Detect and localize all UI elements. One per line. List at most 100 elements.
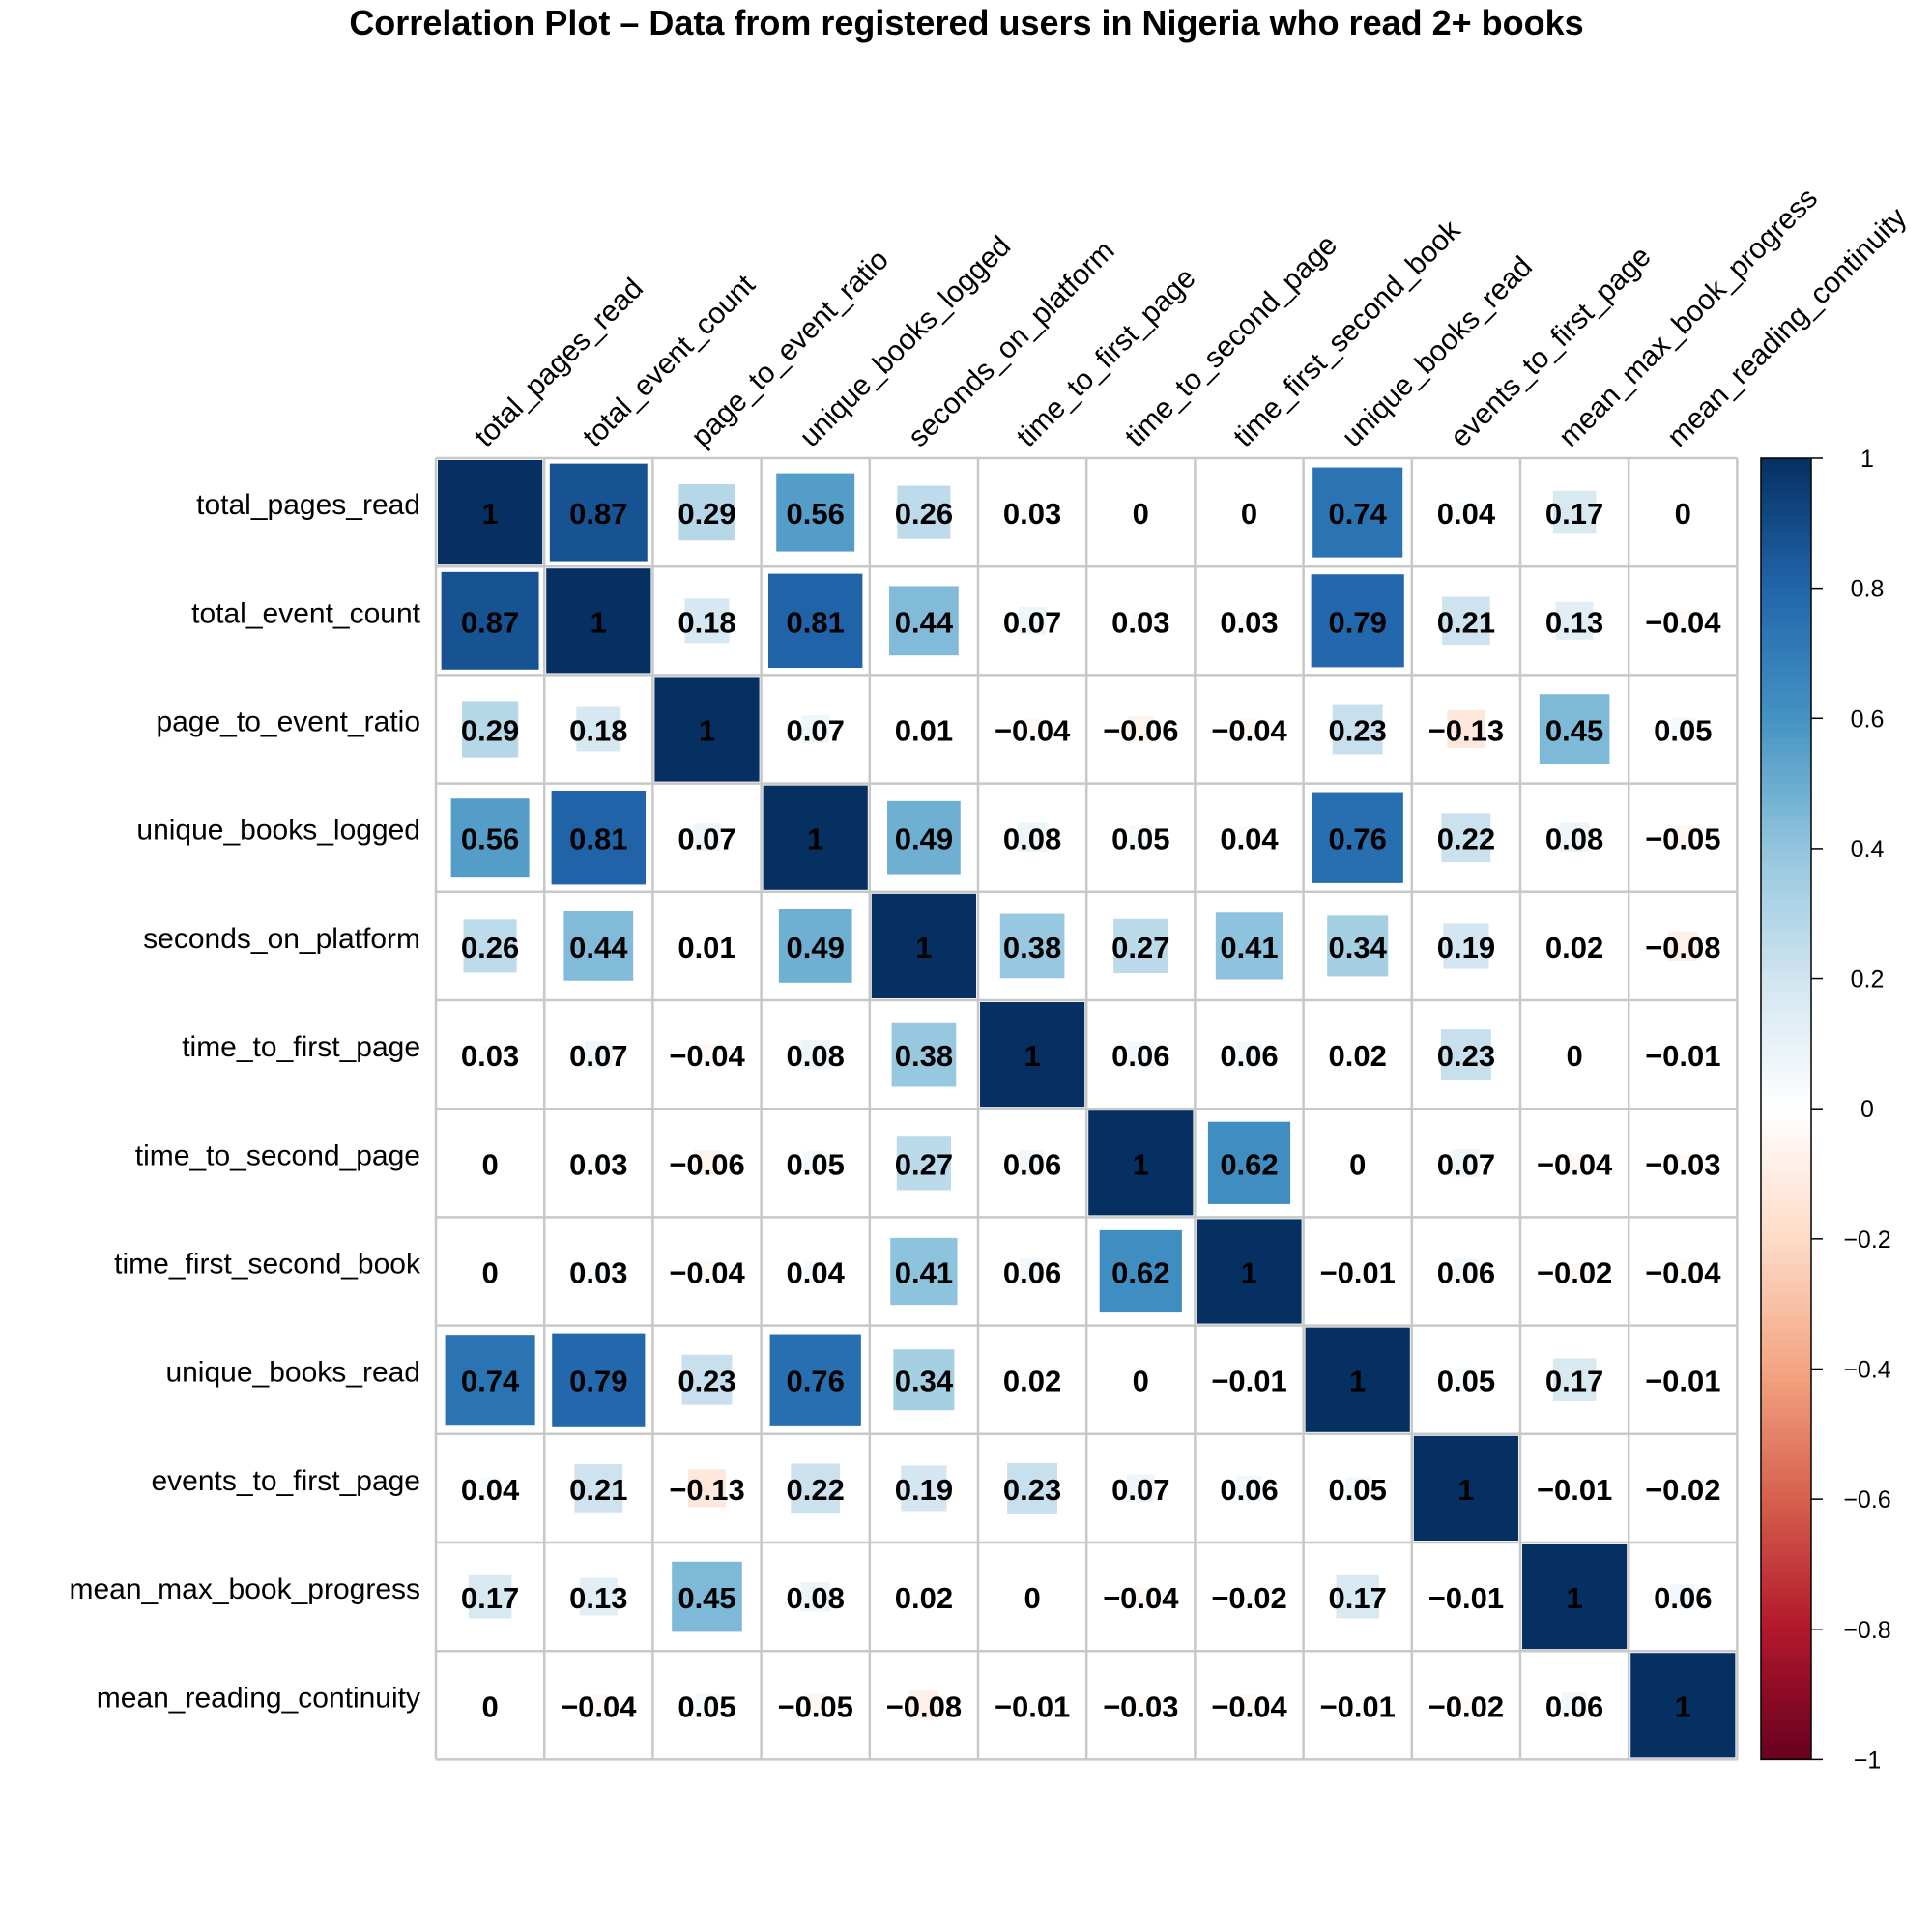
corr-square-total_pages_read-unique_books_read <box>1312 467 1403 558</box>
corr-square-unique_books_logged-mean_reading_continuity <box>1671 825 1695 850</box>
colorbar-segment <box>1761 516 1811 524</box>
colorbar-segment <box>1761 750 1811 759</box>
corr-value-label: 0.06 <box>1545 1689 1603 1723</box>
corr-value-label: 0.06 <box>1003 1147 1061 1181</box>
corr-square-total_event_count-total_pages_read <box>441 571 539 670</box>
colorbar-segment <box>1761 992 1811 999</box>
corr-value-label: 0.01 <box>895 714 953 748</box>
colorbar-segment <box>1761 1576 1811 1585</box>
colorbar-segment <box>1761 1063 1811 1071</box>
colorbar-segment <box>1761 1310 1811 1318</box>
corr-square-unique_books_read-mean_reading_continuity <box>1677 1374 1688 1386</box>
corr-square-events_to_first_page-total_event_count <box>574 1464 623 1513</box>
colorbar-segment <box>1761 731 1811 739</box>
colorbar-segment <box>1761 1479 1811 1487</box>
corr-square-seconds_on_platform-time_to_first_page <box>999 913 1065 979</box>
colorbar-segment <box>1761 770 1811 778</box>
colorbar-segment <box>1761 1140 1811 1149</box>
colorbar-segment <box>1761 549 1811 557</box>
corr-square-total_pages_read-seconds_on_platform <box>897 485 951 539</box>
colorbar-tick-label: −0.6 <box>1843 1486 1890 1514</box>
colorbar-segment <box>1761 1089 1811 1097</box>
corr-square-time_to_second_page-events_to_first_page <box>1452 1148 1481 1177</box>
corr-value-label: 0.08 <box>787 1039 845 1073</box>
colorbar-segment <box>1761 933 1811 940</box>
colorbar-segment <box>1761 1030 1811 1038</box>
corr-value-label: 0.07 <box>1003 605 1061 639</box>
corr-value-label: 0.03 <box>1003 497 1061 531</box>
corr-square-events_to_first_page-unique_books_read <box>1345 1476 1370 1500</box>
corr-square-mean_reading_continuity-total_event_count <box>588 1694 610 1716</box>
colorbar-segment <box>1761 1342 1811 1350</box>
colorbar-segment <box>1761 822 1811 830</box>
corr-value-label: −0.13 <box>669 1473 744 1507</box>
corr-value-label: 0.13 <box>569 1581 627 1615</box>
corr-value-label: 0.45 <box>678 1581 735 1615</box>
corr-square-unique_books_read-events_to_first_page <box>1454 1368 1478 1392</box>
corr-value-label: 0.21 <box>569 1473 627 1507</box>
colorbar-segment <box>1761 887 1811 895</box>
corr-value-label: 0.18 <box>678 605 735 639</box>
colorbar-segment <box>1761 1271 1811 1279</box>
colorbar-segment <box>1761 1264 1811 1273</box>
corr-value-label: 0.29 <box>461 714 519 748</box>
colorbar-segment <box>1761 1531 1811 1540</box>
corr-square-total_pages_read-mean_max_book_progress <box>1552 490 1597 534</box>
colorbar-segment <box>1761 1466 1811 1474</box>
colorbar-segment <box>1761 666 1811 674</box>
colorbar-segment <box>1761 835 1811 843</box>
corr-square-seconds_on_platform-mean_max_book_progress <box>1567 938 1582 954</box>
colorbar-segment <box>1761 523 1811 531</box>
corr-square-time_to_first_page-time_first_second_book <box>1236 1041 1262 1068</box>
corr-square-seconds_on_platform-time_to_second_page <box>1113 918 1168 974</box>
colorbar-segment <box>1761 1609 1811 1617</box>
corr-square-page_to_event_ratio-page_to_event_ratio <box>654 677 760 782</box>
corr-square-time_to_first_page-unique_books_read <box>1350 1047 1366 1062</box>
corr-square-seconds_on_platform-mean_reading_continuity <box>1667 931 1698 962</box>
colorbar-segment <box>1761 978 1811 986</box>
colorbar-tick-label: −0.4 <box>1843 1356 1890 1383</box>
column-label-time_first_second_book: time_first_second_book <box>1227 214 1467 453</box>
corr-value-label: 0.27 <box>1111 931 1169 965</box>
colorbar-segment <box>1761 471 1811 478</box>
colorbar-segment <box>1761 1447 1811 1455</box>
colorbar-segment <box>1761 1095 1811 1104</box>
colorbar-segment <box>1761 809 1811 817</box>
colorbar-segment <box>1761 939 1811 947</box>
corr-value-label: −0.08 <box>886 1689 962 1723</box>
colorbar-segment <box>1761 1258 1811 1266</box>
colorbar-segment <box>1761 1752 1811 1760</box>
corr-square-unique_books_read-time_first_second_book <box>1244 1374 1254 1386</box>
corr-square-seconds_on_platform-events_to_first_page <box>1443 923 1489 969</box>
corr-value-label: 0.06 <box>1220 1039 1278 1073</box>
corr-square-time_to_second_page-time_to_first_page <box>1019 1150 1046 1176</box>
corr-square-mean_max_book_progress-time_to_second_page <box>1130 1586 1152 1607</box>
colorbar-segment <box>1761 1629 1811 1637</box>
corr-square-total_event_count-unique_books_logged <box>768 573 863 668</box>
corr-value-label: 0.18 <box>569 714 627 748</box>
corr-value-label: 0.45 <box>1545 714 1603 748</box>
colorbar-tick-label: 0.4 <box>1851 836 1885 863</box>
corr-square-mean_reading_continuity-time_first_second_book <box>1238 1694 1260 1716</box>
colorbar-segment <box>1761 959 1811 966</box>
colorbar-segment <box>1761 685 1811 693</box>
corr-square-mean_max_book_progress-page_to_event_ratio <box>672 1561 742 1632</box>
corr-value-label: −0.02 <box>1211 1581 1286 1615</box>
colorbar-segment <box>1761 790 1811 797</box>
corr-value-label: 0.26 <box>461 931 519 965</box>
corr-square-time_first_second_book-time_to_first_page <box>1019 1258 1046 1284</box>
corr-value-label: −0.04 <box>561 1689 637 1723</box>
corr-value-label: −0.01 <box>1319 1256 1395 1290</box>
corr-value-label: 0.76 <box>787 1365 845 1399</box>
corr-value-label: 1 <box>807 822 823 856</box>
corr-square-mean_max_book_progress-mean_max_book_progress <box>1522 1544 1628 1650</box>
colorbar-tick-label: −1 <box>1854 1746 1882 1773</box>
colorbar-segment <box>1761 907 1811 914</box>
corr-square-seconds_on_platform-seconds_on_platform <box>871 893 976 998</box>
row-label-total_event_count: total_event_count <box>191 597 421 629</box>
colorbar-segment <box>1761 1538 1811 1545</box>
row-label-total_pages_read: total_pages_read <box>196 489 420 521</box>
colorbar-segment <box>1761 464 1811 473</box>
colorbar-segment <box>1761 1635 1811 1643</box>
corr-value-label: 0.02 <box>895 1581 953 1615</box>
